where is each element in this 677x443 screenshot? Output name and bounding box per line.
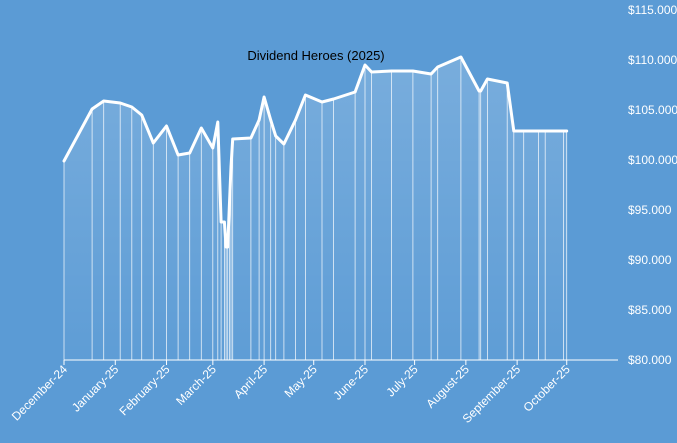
y-tick-label: $95.000: [628, 203, 672, 217]
x-tick-label: January-25: [69, 362, 122, 415]
y-tick-label: $115.000: [628, 3, 677, 17]
x-tick-label: May-25: [282, 362, 320, 400]
x-tick-label: July-25: [383, 362, 420, 399]
chart-title: Dividend Heroes (2025): [247, 48, 384, 63]
x-tick-label: April-25: [231, 362, 270, 401]
y-tick-label: $85.000: [628, 303, 672, 317]
y-tick-label: $105.000: [628, 103, 677, 117]
area-fill-group: [64, 57, 567, 360]
x-tick-label: February-25: [117, 362, 173, 418]
y-tick-label: $80.000: [628, 353, 672, 367]
y-tick-label: $100.000: [628, 153, 677, 167]
series-line-group: [62, 55, 569, 249]
x-tick-label: March-25: [173, 362, 219, 408]
y-tick-labels: $115.000 $110.000 $105.000 $100.000 $95.000 $…: [628, 3, 677, 367]
x-tick-label: August-25: [423, 362, 472, 411]
series-0-area: [64, 57, 567, 360]
series-0-line: [62, 55, 569, 249]
y-tick-label: $90.000: [628, 253, 672, 267]
drop-lines-group: [63, 57, 568, 360]
x-axis-group: [63, 359, 618, 365]
y-tick-label: $110.000: [628, 53, 677, 67]
x-tick-label: December-24: [9, 362, 71, 424]
x-tick-label: October-25: [521, 362, 574, 415]
x-tick-label: June-25: [331, 362, 372, 403]
